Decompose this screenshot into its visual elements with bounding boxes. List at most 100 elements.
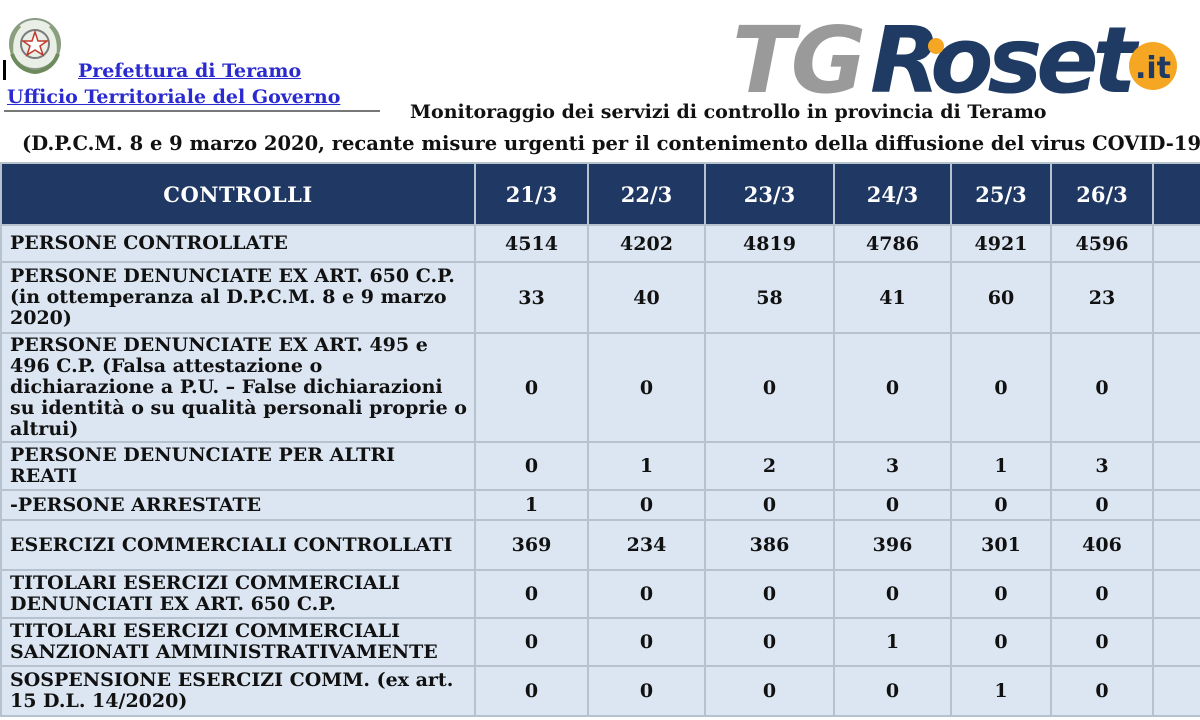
cell-value: 0: [833, 665, 952, 717]
cell-value: 1: [950, 665, 1052, 717]
cell-value: 0: [1050, 489, 1154, 521]
cell-value: 1: [950, 441, 1052, 491]
header-divider: [4, 110, 380, 112]
cell-value: [1152, 665, 1200, 717]
cell-value: 386: [704, 519, 835, 571]
italian-republic-emblem-icon: [4, 14, 66, 76]
controls-table: CONTROLLI 21/3 22/3 23/3 24/3 25/3 26/3 …: [0, 162, 1200, 717]
header-date: 26/3: [1050, 162, 1154, 226]
cell-value: 0: [950, 569, 1052, 619]
document-subtitle: (D.P.C.M. 8 e 9 marzo 2020, recante misu…: [22, 132, 1200, 155]
cell-value: [1152, 569, 1200, 619]
cell-value: 0: [833, 489, 952, 521]
org-name[interactable]: Prefettura di Teramo: [78, 60, 302, 82]
header-date: 25/3: [950, 162, 1052, 226]
table-row: SOSPENSIONE ESERCIZI COMM. (ex art. 15 D…: [0, 665, 1200, 717]
cell-value: 0: [474, 332, 589, 443]
cell-value: 0: [587, 569, 706, 619]
cell-value: 1: [474, 489, 589, 521]
row-label: -PERSONE ARRESTATE: [0, 489, 476, 521]
cell-value: 0: [474, 569, 589, 619]
logo-tg-text: TG: [732, 7, 863, 104]
footnote: [0, 708, 520, 720]
table-row: PERSONE DENUNCIATE PER ALTRI REATI 0 1 2…: [0, 441, 1200, 491]
cell-value: 4596: [1050, 224, 1154, 263]
row-label: PERSONE CONTROLLATE: [0, 224, 476, 263]
header-date: 21/3: [474, 162, 589, 226]
cell-value: 396: [833, 519, 952, 571]
org-office[interactable]: Ufficio Territoriale del Governo: [7, 86, 341, 108]
cell-value: 0: [704, 617, 835, 667]
cell-value: [1152, 441, 1200, 491]
cell-value: 58: [704, 261, 835, 334]
row-label: ESERCIZI COMMERCIALI CONTROLLATI: [0, 519, 476, 571]
cell-value: 3: [833, 441, 952, 491]
cell-value: 0: [833, 569, 952, 619]
cell-value: 60: [950, 261, 1052, 334]
cell-value: 0: [1050, 665, 1154, 717]
table-row: TITOLARI ESERCIZI COMMERCIALI SANZIONATI…: [0, 617, 1200, 667]
logo-roseto-text: Roset: [870, 7, 1140, 104]
cell-value: 23: [1050, 261, 1154, 334]
row-label: TITOLARI ESERCIZI COMMERCIALI DENUNCIATI…: [0, 569, 476, 619]
cell-value: 0: [474, 617, 589, 667]
cell-value: 33: [474, 261, 589, 334]
cell-value: [1152, 617, 1200, 667]
cell-value: 0: [1050, 569, 1154, 619]
document-title: Monitoraggio dei servizi di controllo in…: [410, 101, 1047, 123]
cell-value: 0: [587, 665, 706, 717]
cell-value: [1152, 489, 1200, 521]
cell-value: 0: [950, 332, 1052, 443]
cell-value: [1152, 224, 1200, 263]
cell-value: 0: [474, 441, 589, 491]
cell-value: 234: [587, 519, 706, 571]
header-date: 22/3: [587, 162, 706, 226]
table-header-row: CONTROLLI 21/3 22/3 23/3 24/3 25/3 26/3: [0, 162, 1200, 226]
cell-value: 0: [704, 332, 835, 443]
cell-value: 40: [587, 261, 706, 334]
cell-value: 4202: [587, 224, 706, 263]
row-label: PERSONE DENUNCIATE EX ART. 495 e 496 C.P…: [0, 332, 476, 443]
cell-value: 0: [704, 489, 835, 521]
header-date: 23/3: [704, 162, 835, 226]
cell-value: 4786: [833, 224, 952, 263]
table-row: ESERCIZI COMMERCIALI CONTROLLATI 369 234…: [0, 519, 1200, 571]
tg-roseto-logo: TG Roset .it: [730, 6, 1190, 114]
cell-value: 0: [950, 489, 1052, 521]
cell-value: 2: [704, 441, 835, 491]
row-label: SOSPENSIONE ESERCIZI COMM. (ex art. 15 D…: [0, 665, 476, 717]
cell-value: 0: [587, 332, 706, 443]
row-label: PERSONE DENUNCIATE PER ALTRI REATI: [0, 441, 476, 491]
cell-value: 1: [587, 441, 706, 491]
cell-value: 4514: [474, 224, 589, 263]
header-controlli: CONTROLLI: [0, 162, 476, 226]
header-date: 24/3: [833, 162, 952, 226]
row-label: TITOLARI ESERCIZI COMMERCIALI SANZIONATI…: [0, 617, 476, 667]
cell-value: 1: [833, 617, 952, 667]
cell-value: 3: [1050, 441, 1154, 491]
table-row: -PERSONE ARRESTATE 1 0 0 0 0 0: [0, 489, 1200, 521]
cell-value: 0: [704, 569, 835, 619]
table-row: TITOLARI ESERCIZI COMMERCIALI DENUNCIATI…: [0, 569, 1200, 619]
cell-value: [1152, 332, 1200, 443]
cell-value: 406: [1050, 519, 1154, 571]
table-row: PERSONE CONTROLLATE 4514 4202 4819 4786 …: [0, 224, 1200, 263]
cell-value: 41: [833, 261, 952, 334]
cell-value: 0: [704, 665, 835, 717]
cell-value: 369: [474, 519, 589, 571]
cell-value: 0: [833, 332, 952, 443]
table-row: PERSONE DENUNCIATE EX ART. 495 e 496 C.P…: [0, 332, 1200, 443]
cell-value: 301: [950, 519, 1052, 571]
header-date: [1152, 162, 1200, 226]
row-label: PERSONE DENUNCIATE EX ART. 650 C.P. (in …: [0, 261, 476, 334]
cell-value: [1152, 519, 1200, 571]
table-row: PERSONE DENUNCIATE EX ART. 650 C.P. (in …: [0, 261, 1200, 334]
cell-value: 4921: [950, 224, 1052, 263]
cell-value: 0: [587, 489, 706, 521]
cell-value: [1152, 261, 1200, 334]
cell-value: 0: [950, 617, 1052, 667]
cell-value: 4819: [704, 224, 835, 263]
cell-value: 0: [1050, 617, 1154, 667]
cell-value: 0: [587, 617, 706, 667]
cell-value: 0: [1050, 332, 1154, 443]
